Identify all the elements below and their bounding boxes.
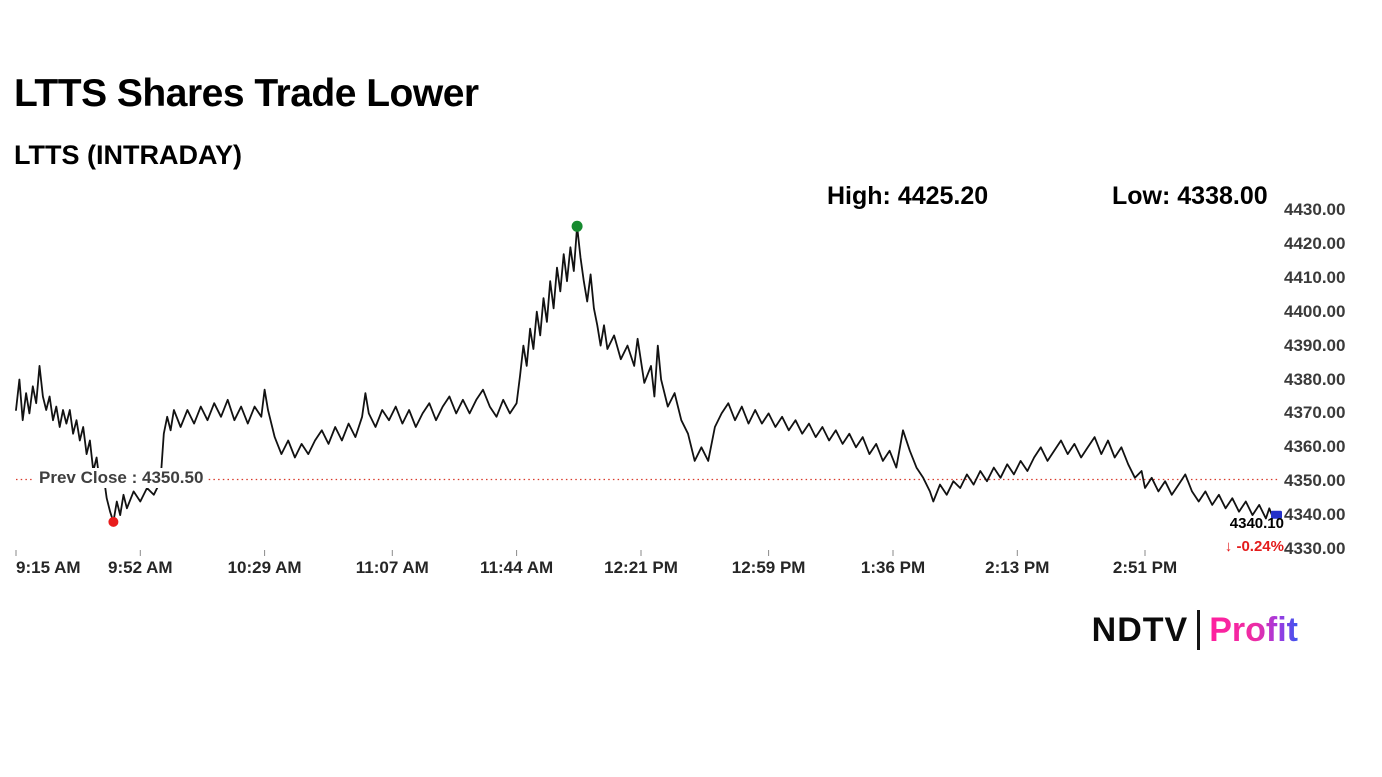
y-axis-label: 4430.00 bbox=[1284, 200, 1346, 219]
x-axis-label: 10:29 AM bbox=[227, 558, 302, 577]
x-axis-label: 9:52 AM bbox=[108, 558, 173, 577]
x-axis-label: 11:07 AM bbox=[355, 558, 429, 577]
y-axis-label: 4350.00 bbox=[1284, 471, 1346, 491]
separator-bar bbox=[1197, 610, 1201, 650]
low-value-label: Low: 4338.00 bbox=[1112, 182, 1268, 210]
y-axis-label: 4400.00 bbox=[1284, 301, 1346, 321]
x-axis-label: 2:13 PM bbox=[985, 558, 1050, 577]
low-marker bbox=[108, 516, 119, 527]
brand-logo: NDTV Profit bbox=[1092, 610, 1298, 650]
ndtv-wordmark: NDTV bbox=[1091, 610, 1189, 649]
y-axis-label: 4340.00 bbox=[1284, 505, 1346, 525]
y-axis-label: 4380.00 bbox=[1284, 369, 1346, 389]
last-price-marker bbox=[1271, 510, 1282, 519]
x-axis-label: 12:59 PM bbox=[731, 558, 806, 577]
chart-subtitle: LTTS (INTRADAY) bbox=[14, 140, 242, 170]
last-price-label: 4340.10 bbox=[1229, 515, 1284, 532]
high-value-label: High: 4425.20 bbox=[827, 182, 989, 210]
prev-close-label: Prev Close : 4350.50 bbox=[34, 468, 209, 488]
y-axis-label: 4370.00 bbox=[1284, 403, 1346, 423]
page-title: LTTS Shares Trade Lower bbox=[14, 72, 479, 115]
x-axis-label: 1:36 PM bbox=[860, 558, 926, 577]
y-axis-label: 4360.00 bbox=[1284, 437, 1346, 457]
y-axis-label: 4390.00 bbox=[1284, 335, 1346, 355]
profit-wordmark: Profit bbox=[1209, 610, 1298, 649]
x-axis-label: 12:21 PM bbox=[604, 558, 678, 577]
x-axis-label: 2:51 PM bbox=[1112, 558, 1178, 577]
price-change-label: ↓ -0.24% bbox=[1224, 538, 1284, 555]
x-axis-label: 9:15 AM bbox=[16, 558, 81, 577]
y-axis-label: 4420.00 bbox=[1284, 233, 1346, 253]
y-axis-label: 4410.00 bbox=[1284, 267, 1346, 287]
y-axis-label: 4330.00 bbox=[1284, 539, 1346, 558]
intraday-price-chart bbox=[15, 220, 1282, 556]
high-marker bbox=[571, 220, 583, 232]
x-axis-label: 11:44 AM bbox=[480, 558, 554, 577]
